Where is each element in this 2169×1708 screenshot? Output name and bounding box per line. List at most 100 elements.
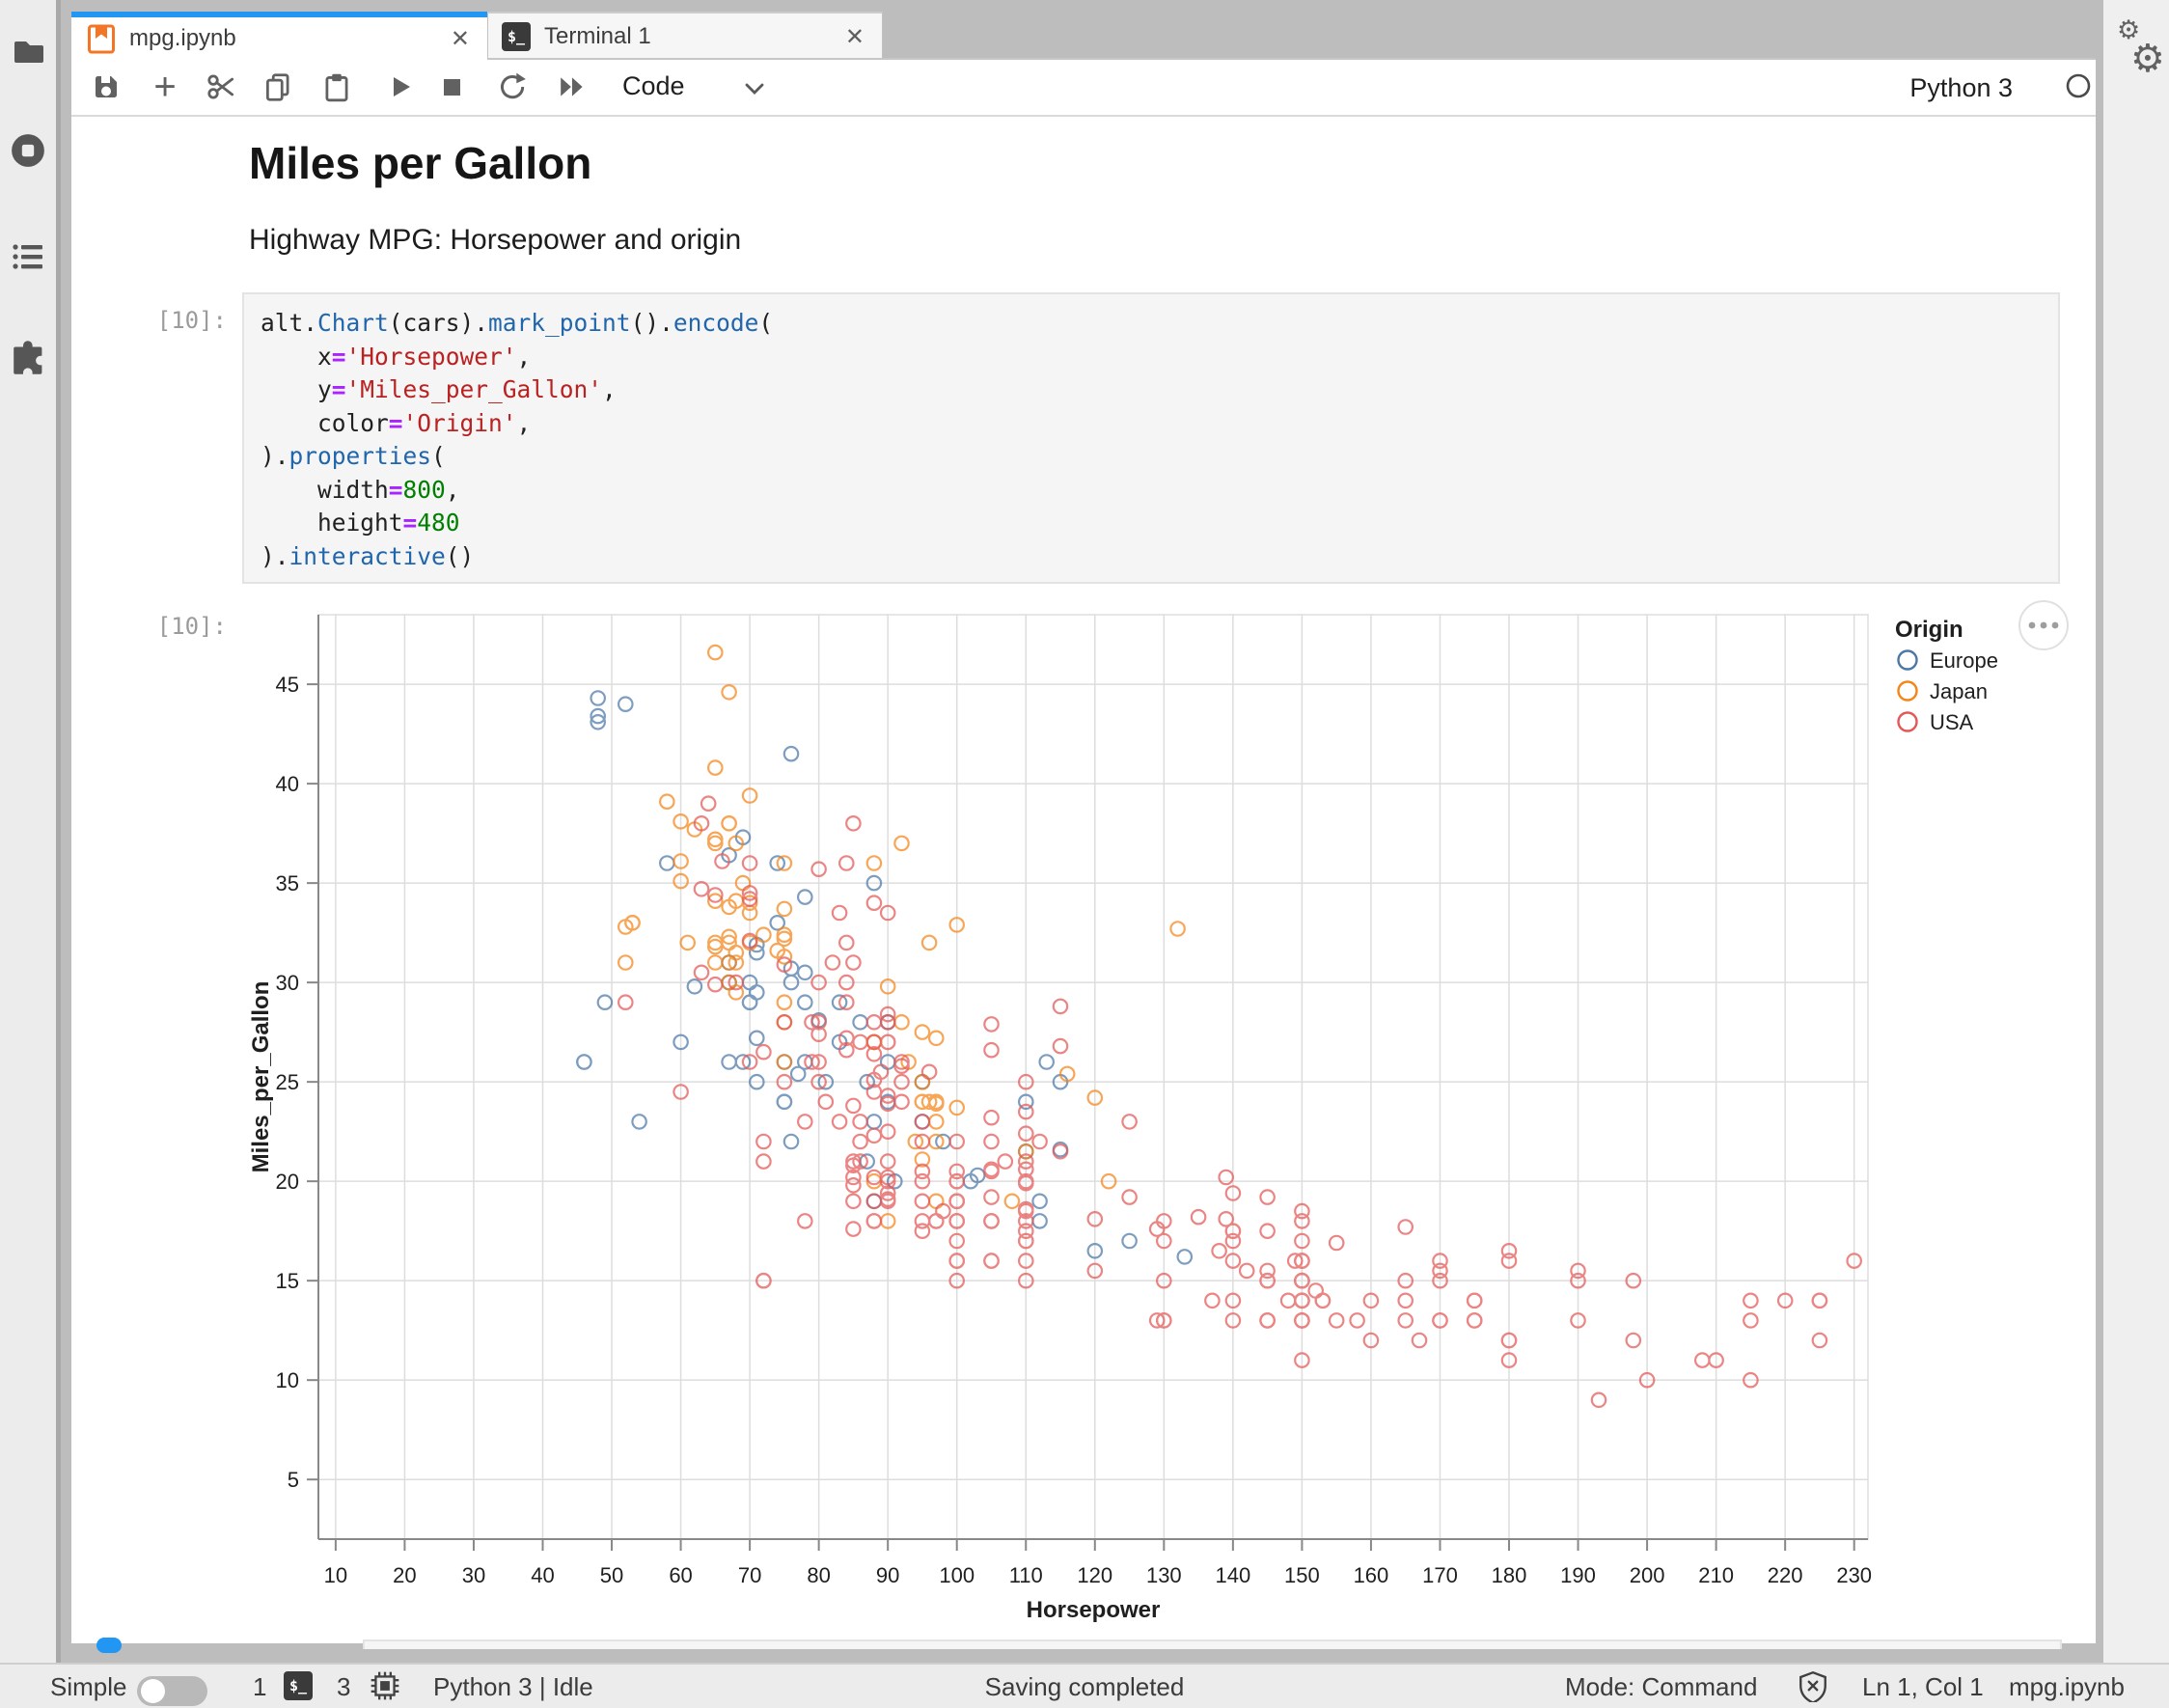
next-cell-peek	[363, 1639, 2062, 1649]
save-button[interactable]	[85, 66, 127, 108]
svg-text:230: 230	[1836, 1563, 1872, 1587]
svg-text:100: 100	[939, 1563, 975, 1587]
svg-text:150: 150	[1284, 1563, 1320, 1587]
svg-text:30: 30	[276, 971, 299, 995]
terminals-count[interactable]: 1	[253, 1672, 267, 1701]
cut-cells-button[interactable]	[200, 66, 242, 108]
terminal-status-icon[interactable]: $_	[284, 1671, 313, 1700]
paste-cells-button[interactable]	[316, 66, 358, 108]
svg-text:190: 190	[1560, 1563, 1596, 1587]
code-cell-editor[interactable]	[242, 292, 2060, 584]
restart-run-all-button[interactable]	[552, 66, 594, 108]
gridlines	[318, 615, 1868, 1539]
svg-text:10: 10	[276, 1368, 299, 1392]
y-tick-labels: 5 10 15 20 25 30 35 40 45	[276, 673, 299, 1492]
svg-text:15: 15	[276, 1269, 299, 1293]
extension-manager-icon[interactable]	[11, 340, 45, 374]
settings-gear-small-icon[interactable]: ⚙	[2117, 15, 2141, 45]
ellipsis-icon	[2028, 621, 2036, 629]
legend-label: USA	[1930, 710, 1974, 734]
right-rail: ⚙ ⚙	[2103, 0, 2169, 1663]
chart-actions-button[interactable]	[2018, 600, 2069, 650]
table-of-contents-icon[interactable]	[11, 239, 45, 274]
tab-notebook-close-icon[interactable]: ✕	[450, 25, 470, 52]
legend-item-europe: Europe	[1897, 648, 1998, 673]
tab-notebook[interactable]: mpg.ipynb ✕	[71, 12, 487, 60]
notebook-icon	[87, 22, 116, 55]
ellipsis-icon	[2051, 621, 2059, 629]
svg-text:60: 60	[669, 1563, 692, 1587]
points-usa	[617, 795, 1862, 1409]
svg-text:210: 210	[1698, 1563, 1734, 1587]
trust-shield-icon	[1797, 1669, 1829, 1707]
svg-text:10: 10	[324, 1563, 347, 1587]
legend-swatch-icon	[1897, 680, 1918, 702]
input-prompt: [10]:	[156, 307, 227, 334]
settings-gear-large-icon[interactable]: ⚙	[2130, 37, 2165, 81]
legend-swatch-icon	[1897, 649, 1918, 671]
simple-mode-toggle[interactable]	[137, 1676, 207, 1706]
copy-cells-button[interactable]	[257, 66, 299, 108]
legend-label: Europe	[1930, 648, 1998, 673]
svg-text:140: 140	[1216, 1563, 1251, 1587]
svg-text:80: 80	[807, 1563, 830, 1587]
markdown-subtitle: Highway MPG: Horsepower and origin	[249, 224, 742, 256]
restart-kernel-button[interactable]	[490, 66, 533, 108]
svg-text:30: 30	[462, 1563, 485, 1587]
ellipsis-icon	[2040, 621, 2047, 629]
code-cell-source[interactable]: alt.Chart(cars).mark_point().encode( x='…	[261, 309, 774, 570]
terminal-icon: $_	[502, 21, 531, 51]
simple-mode-label: Simple	[50, 1672, 127, 1701]
kernel-chip-icon[interactable]	[369, 1669, 401, 1707]
plot-area[interactable]	[317, 614, 1869, 1540]
status-bar	[0, 1663, 2169, 1708]
y-axis-title: Miles_per_Gallon	[248, 981, 274, 1173]
svg-text:130: 130	[1146, 1563, 1182, 1587]
svg-text:110: 110	[1009, 1563, 1043, 1587]
statusbar-filename: mpg.ipynb	[2009, 1672, 2125, 1701]
kernel-name[interactable]: Python 3	[1909, 73, 2013, 102]
markdown-title: Miles per Gallon	[249, 138, 592, 188]
legend-item-usa: USA	[1897, 710, 1974, 734]
cursor-position[interactable]: Ln 1, Col 1	[1862, 1672, 1984, 1701]
file-browser-icon[interactable]	[11, 33, 45, 68]
kernel-status-text[interactable]: Python 3 | Idle	[433, 1672, 593, 1701]
cell-collapser[interactable]	[96, 1638, 122, 1653]
insert-cell-button[interactable]: +	[153, 65, 177, 108]
activity-sidebar	[0, 0, 61, 1663]
svg-text:220: 220	[1768, 1563, 1803, 1587]
legend-title: Origin	[1895, 617, 1963, 643]
svg-text:170: 170	[1422, 1563, 1458, 1587]
cell-type-label: Code	[622, 71, 685, 100]
legend-label: Japan	[1930, 679, 1988, 703]
x-axis-title: Horsepower	[1027, 1597, 1161, 1623]
activity-status: Saving completed	[984, 1672, 1185, 1701]
svg-text:20: 20	[393, 1563, 416, 1587]
running-sessions-icon[interactable]	[11, 133, 45, 168]
toggle-knob	[141, 1679, 165, 1703]
tab-terminal-close-icon[interactable]: ✕	[844, 22, 865, 50]
legend-item-japan: Japan	[1897, 679, 1988, 703]
axis-lines	[307, 615, 1868, 1551]
run-cell-button[interactable]	[378, 66, 421, 108]
command-mode-indicator: Mode: Command	[1565, 1672, 1758, 1701]
svg-text:90: 90	[876, 1563, 899, 1587]
kernels-count[interactable]: 3	[337, 1672, 351, 1701]
output-prompt: [10]:	[156, 613, 227, 640]
svg-text:180: 180	[1492, 1563, 1527, 1587]
x-tick-labels: 10 20 30 40 50 60 70 80 90 100 110 120 130 140 150 160 1…	[324, 1563, 1872, 1587]
tab-notebook-label: mpg.ipynb	[129, 25, 236, 51]
svg-text:25: 25	[276, 1070, 299, 1094]
svg-text:5: 5	[288, 1468, 299, 1492]
svg-text:120: 120	[1077, 1563, 1112, 1587]
legend: Origin Europe Japan USA	[1895, 617, 1998, 734]
toolbar-divider	[71, 115, 2096, 117]
svg-text:40: 40	[276, 772, 299, 796]
tab-terminal[interactable]: $_ Terminal 1 ✕	[487, 12, 883, 60]
interrupt-kernel-button[interactable]	[430, 66, 473, 108]
kernel-status-icon[interactable]	[2065, 72, 2092, 104]
chevron-down-icon[interactable]	[745, 83, 764, 100]
scatter-chart-output: 10 20 30 40 50 60 70 80 90 100 110 120 130 140 150 160 1…	[248, 600, 2069, 1623]
cell-type-dropdown[interactable]: Code	[622, 71, 685, 101]
